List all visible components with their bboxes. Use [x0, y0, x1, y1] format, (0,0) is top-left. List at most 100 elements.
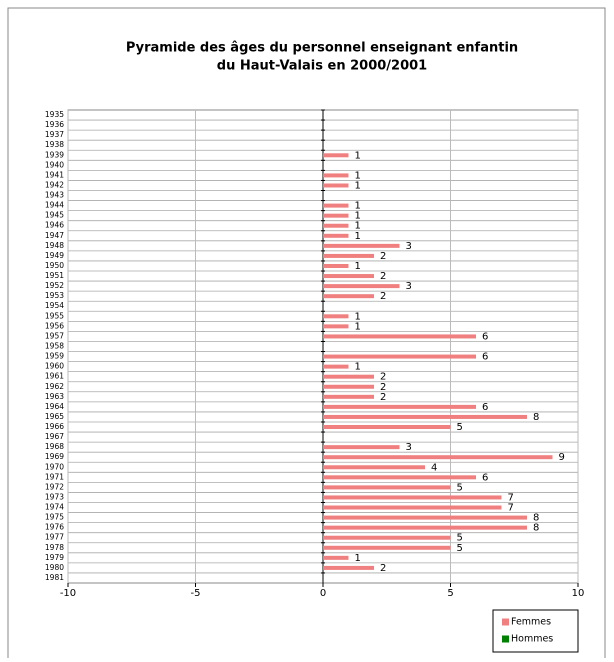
value-label: 9 — [559, 452, 565, 463]
y-tick-label: 1962 — [45, 382, 64, 391]
bar — [323, 505, 502, 510]
value-label: 1 — [355, 311, 361, 322]
y-tick-label: 1973 — [45, 492, 64, 501]
y-tick-label: 1979 — [45, 553, 64, 562]
bar — [323, 213, 349, 218]
value-label: 3 — [406, 442, 412, 453]
value-label: 1 — [355, 150, 361, 161]
value-label: 6 — [482, 352, 488, 363]
bar — [323, 253, 374, 258]
bar — [323, 555, 349, 560]
value-label: 1 — [355, 261, 361, 272]
y-tick-label: 1939 — [45, 150, 64, 159]
value-label: 1 — [355, 362, 361, 373]
value-label: 2 — [380, 563, 386, 574]
value-label: 2 — [380, 271, 386, 282]
y-tick-label: 1938 — [45, 140, 64, 149]
value-label: 4 — [431, 462, 437, 473]
bar — [323, 425, 451, 430]
y-tick-label: 1977 — [45, 533, 64, 542]
y-tick-label: 1946 — [45, 221, 64, 230]
y-tick-label: 1963 — [45, 392, 64, 401]
y-tick-label: 1949 — [45, 251, 64, 260]
value-label: 1 — [355, 221, 361, 232]
bar — [323, 263, 349, 268]
x-tick-label: 10 — [572, 588, 585, 599]
legend-label: Femmes — [511, 617, 551, 628]
bar — [323, 354, 476, 359]
value-label: 3 — [406, 241, 412, 252]
bar — [323, 324, 349, 329]
y-tick-label: 1965 — [45, 412, 64, 421]
y-tick-label: 1937 — [45, 130, 64, 139]
value-label: 5 — [457, 482, 463, 493]
y-tick-label: 1944 — [45, 201, 64, 210]
value-label: 2 — [380, 372, 386, 383]
bar — [323, 445, 400, 450]
bar — [323, 515, 527, 520]
y-tick-label: 1959 — [45, 352, 64, 361]
y-tick-label: 1976 — [45, 523, 64, 532]
value-label: 1 — [355, 211, 361, 222]
y-tick-label: 1975 — [45, 513, 64, 522]
bar — [323, 455, 553, 460]
y-tick-label: 1945 — [45, 211, 64, 220]
value-label: 6 — [482, 331, 488, 342]
y-tick-label: 1950 — [45, 261, 64, 270]
bar — [323, 475, 476, 480]
bar — [323, 243, 400, 248]
value-label: 5 — [457, 422, 463, 433]
bar — [323, 223, 349, 228]
y-tick-label: 1980 — [45, 563, 64, 572]
y-tick-label: 1951 — [45, 271, 64, 280]
legend-label: Hommes — [511, 634, 553, 645]
y-tick-label: 1970 — [45, 462, 64, 471]
value-label: 7 — [508, 503, 514, 514]
value-label: 6 — [482, 402, 488, 413]
y-tick-label: 1974 — [45, 503, 64, 512]
y-tick-label: 1967 — [45, 432, 64, 441]
bar — [323, 294, 374, 299]
bar — [323, 274, 374, 279]
y-tick-label: 1954 — [45, 301, 64, 310]
legend-swatch — [502, 635, 509, 643]
bar — [323, 414, 527, 419]
x-tick-label: 5 — [447, 588, 453, 599]
value-label: 5 — [457, 543, 463, 554]
value-label: 1 — [355, 321, 361, 332]
chart-title: du Haut-Valais en 2000/2001 — [217, 59, 427, 74]
bar — [323, 535, 451, 540]
y-tick-label: 1947 — [45, 231, 64, 240]
chart-title: Pyramide des âges du personnel enseignan… — [126, 41, 518, 56]
value-label: 5 — [457, 533, 463, 544]
bar — [323, 364, 349, 369]
value-label: 2 — [380, 392, 386, 403]
value-label: 6 — [482, 472, 488, 483]
y-tick-label: 1941 — [45, 170, 64, 179]
value-label: 7 — [508, 492, 514, 503]
bar — [323, 233, 349, 238]
y-tick-label: 1978 — [45, 543, 64, 552]
value-label: 1 — [355, 231, 361, 242]
y-tick-label: 1948 — [45, 241, 64, 250]
y-tick-label: 1958 — [45, 342, 64, 351]
bar — [323, 183, 349, 188]
y-tick-label: 1971 — [45, 472, 64, 481]
legend-box — [492, 609, 579, 653]
value-label: 3 — [406, 281, 412, 292]
y-tick-label: 1952 — [45, 281, 64, 290]
value-label: 2 — [380, 251, 386, 262]
y-tick-label: 1957 — [45, 331, 64, 340]
value-label: 8 — [533, 412, 539, 423]
legend-swatch — [502, 618, 509, 626]
bar — [323, 374, 374, 379]
bar — [323, 394, 374, 399]
y-tick-label: 1964 — [45, 402, 64, 411]
y-tick-label: 1943 — [45, 191, 64, 200]
y-tick-label: 1960 — [45, 362, 64, 371]
value-label: 1 — [355, 553, 361, 564]
y-tick-label: 1956 — [45, 321, 64, 330]
y-tick-label: 1955 — [45, 311, 64, 320]
y-tick-label: 1968 — [45, 442, 64, 451]
